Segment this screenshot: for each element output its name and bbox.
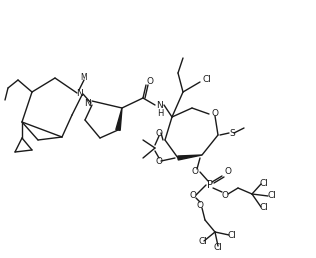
- Text: O: O: [197, 200, 204, 209]
- Polygon shape: [116, 108, 122, 130]
- Text: S: S: [229, 128, 235, 138]
- Polygon shape: [178, 155, 202, 160]
- Text: M: M: [81, 72, 87, 82]
- Text: O: O: [224, 167, 232, 176]
- Text: O: O: [147, 77, 154, 85]
- Text: O: O: [211, 109, 218, 117]
- Text: Cl: Cl: [214, 244, 222, 253]
- Text: O: O: [155, 128, 162, 138]
- Text: P: P: [207, 180, 213, 190]
- Text: Cl: Cl: [228, 230, 236, 239]
- Text: H: H: [157, 109, 163, 117]
- Text: O: O: [190, 190, 197, 199]
- Text: Cl: Cl: [198, 238, 207, 246]
- Text: N: N: [76, 88, 83, 98]
- Text: N: N: [157, 101, 163, 109]
- Text: Cl: Cl: [259, 204, 268, 213]
- Text: O: O: [191, 166, 198, 175]
- Text: Cl: Cl: [268, 191, 276, 200]
- Text: N: N: [85, 99, 91, 108]
- Text: Cl: Cl: [259, 179, 268, 188]
- Text: Cl: Cl: [203, 75, 211, 84]
- Text: O: O: [222, 190, 228, 199]
- Text: O: O: [155, 157, 162, 165]
